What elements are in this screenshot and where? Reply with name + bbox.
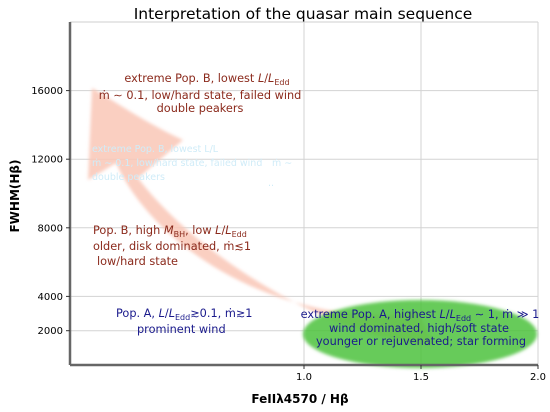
annotation-extreme-pop-b-line-2: ṁ ∼ 0.1, low/hard state, failed wind bbox=[99, 89, 302, 102]
annotation-pop-b-line-2: older, disk dominated, ṁ≲1 bbox=[93, 240, 251, 253]
x-tick-label: 2.0 bbox=[530, 372, 546, 383]
svg-text:extreme Pop. B, lowest L/L: extreme Pop. B, lowest L/L bbox=[92, 144, 219, 155]
ghost-text: extreme Pop. B, lowest L/L ṁ ∼ 0.1, low/… bbox=[92, 144, 292, 189]
annotation-extreme-pop-a: extreme Pop. A, highest L/LEdd ∼ 1, ṁ ≫ … bbox=[301, 308, 540, 348]
annotation-extreme-pop-a-line-1: extreme Pop. A, highest L/LEdd ∼ 1, ṁ ≫ … bbox=[301, 308, 540, 323]
annotation-pop-a-line-2: prominent wind bbox=[137, 323, 226, 336]
y-tick-label: 12000 bbox=[31, 155, 63, 166]
x-tick-label: 1.5 bbox=[413, 372, 429, 383]
annotation-pop-b: Pop. B, high MBH, low L/LEdd older, disk… bbox=[93, 224, 251, 268]
annotation-pop-b-line-3: low/hard state bbox=[97, 255, 178, 268]
annotation-pop-a-line-1: Pop. A, L/LEdd≳0.1, ṁ≳1 bbox=[116, 307, 253, 322]
chart-title: Interpretation of the quasar main sequen… bbox=[134, 5, 473, 23]
plot-area: extreme Pop. B, lowest L/L ṁ ∼ 0.1, low/… bbox=[68, 21, 540, 368]
svg-text:double peakers: double peakers bbox=[92, 172, 165, 183]
svg-text:ṁ ∼: ṁ ∼ bbox=[272, 158, 292, 169]
y-axis-ticks: 2000 4000 8000 12000 16000 bbox=[31, 86, 70, 337]
annotation-pop-a: Pop. A, L/LEdd≳0.1, ṁ≳1 prominent wind bbox=[116, 307, 253, 336]
svg-text:..: .. bbox=[268, 178, 274, 189]
svg-text:ṁ ∼ 0.1, low/hard state, faile: ṁ ∼ 0.1, low/hard state, failed wind bbox=[92, 158, 262, 169]
annotation-extreme-pop-b-line-3: double peakers bbox=[157, 102, 244, 115]
y-tick-label: 4000 bbox=[38, 292, 63, 303]
annotation-extreme-pop-b: extreme Pop. B, lowest L/LEdd ṁ ∼ 0.1, l… bbox=[99, 72, 302, 115]
annotation-extreme-pop-a-line-3: younger or rejuvenated; star forming bbox=[316, 335, 526, 348]
annotation-extreme-pop-a-line-2: wind dominated, high/soft state bbox=[329, 322, 509, 335]
annotation-extreme-pop-b-line-1: extreme Pop. B, lowest L/LEdd bbox=[124, 72, 289, 87]
y-axis-label: FWHM(Hβ) bbox=[8, 159, 22, 232]
x-axis-ticks: 1.0 1.5 2.0 bbox=[296, 365, 546, 383]
y-tick-label: 8000 bbox=[38, 223, 63, 234]
extreme-pop-a-ellipse bbox=[303, 300, 537, 368]
y-tick-label: 16000 bbox=[31, 86, 63, 97]
x-tick-label: 1.0 bbox=[296, 372, 312, 383]
y-tick-label: 2000 bbox=[38, 326, 63, 337]
x-axis-label: FeIIλ4570 / Hβ bbox=[251, 392, 349, 406]
annotation-pop-b-line-1: Pop. B, high MBH, low L/LEdd bbox=[93, 224, 247, 239]
